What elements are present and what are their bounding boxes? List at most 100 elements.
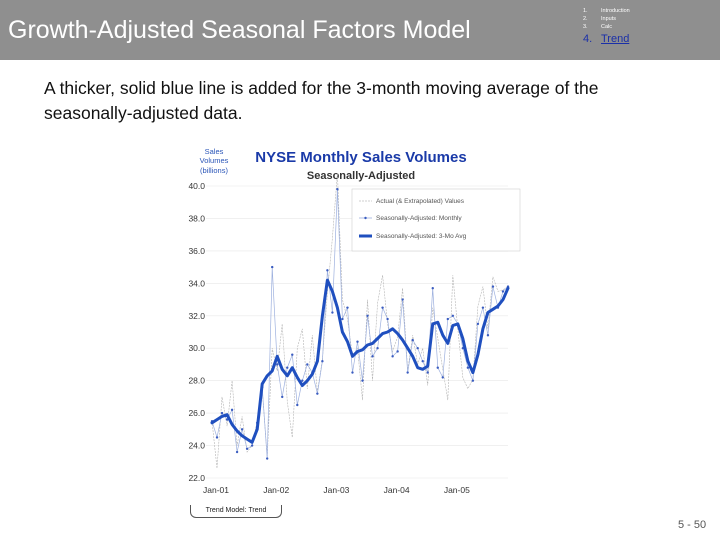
series-point-monthly [411, 338, 414, 342]
series-point-monthly [481, 306, 485, 309]
series-point-monthly [361, 379, 364, 382]
legend-label-monthly: Seasonally-Adjusted: Monthly [376, 215, 462, 222]
nav-number: 2. [583, 16, 588, 22]
series-point-monthly [291, 353, 294, 356]
series-point-monthly [476, 322, 480, 326]
series-point-monthly [326, 269, 329, 272]
nyse-line-chart: Sales Volumes (billions) NYSE Monthly Sa… [186, 143, 526, 505]
series-point-monthly [436, 366, 439, 369]
series-point-monthly [331, 311, 334, 314]
x-tick-label: Jan-04 [384, 485, 410, 495]
series-point-monthly [341, 317, 344, 321]
y-tick-label: 30.0 [188, 343, 205, 353]
series-point-monthly [230, 408, 234, 412]
series-point-monthly [446, 317, 449, 321]
legend-marker-monthly [364, 216, 367, 220]
series-point-monthly [396, 350, 399, 353]
y-tick-label: 24.0 [188, 441, 205, 451]
series-group [210, 172, 510, 469]
nav-item-inputs[interactable]: 2. Inputs [583, 15, 713, 23]
nav-link-trend[interactable]: Trend [601, 33, 630, 45]
series-point-monthly [351, 371, 354, 374]
series-point-monthly [416, 347, 419, 350]
series-point-monthly [356, 340, 359, 343]
series-point-monthly [271, 265, 274, 269]
legend-label-actual: Actual (& Extrapolated) Values [376, 198, 465, 205]
series-point-monthly [426, 371, 429, 374]
series-point-monthly [451, 314, 455, 317]
series-point-monthly [391, 355, 394, 358]
x-tick-label: Jan-03 [323, 485, 349, 495]
series-point-monthly [486, 334, 490, 337]
y-tick-label: 28.0 [188, 376, 205, 386]
x-tick-label: Jan-02 [263, 485, 289, 495]
x-tick-labels: Jan-01 Jan-02 Jan-03 Jan-04 Jan-05 [203, 485, 470, 495]
nav-item-trend[interactable]: 4. Trend [583, 32, 713, 46]
series-point-monthly [431, 287, 434, 290]
section-nav: 1. Introduction 2. Inputs 3. Calc 4. Tre… [583, 7, 713, 46]
y-axis-label-1: Sales [205, 147, 224, 156]
series-point-monthly [306, 363, 309, 366]
nav-item-introduction[interactable]: 1. Introduction [583, 7, 713, 15]
series-point-monthly [281, 395, 284, 399]
series-point-monthly [316, 392, 319, 395]
series-point-monthly [276, 363, 279, 366]
series-point-monthly [491, 285, 495, 288]
nav-label: Introduction [601, 8, 630, 14]
slide-title: Growth-Adjusted Seasonal Factors Model [8, 16, 471, 44]
nav-item-calc[interactable]: 3. Calc [583, 23, 713, 31]
series-point-monthly [240, 428, 244, 431]
series-point-monthly [386, 317, 389, 321]
legend-box [351, 188, 521, 252]
nav-number: 3. [583, 24, 588, 30]
nav-number: 1. [583, 8, 588, 14]
chart-container: Sales Volumes (billions) NYSE Monthly Sa… [186, 143, 526, 505]
series-point-monthly [421, 360, 424, 363]
y-tick-labels: 22.0 24.0 26.0 28.0 30.0 32.0 34.0 36.0 38.0 40.0 [188, 181, 205, 483]
y-tick-label: 34.0 [188, 278, 205, 288]
series-point-monthly [471, 379, 475, 382]
sheet-tab-trend[interactable]: Trend Model: Trend [190, 505, 282, 518]
y-tick-label: 26.0 [188, 408, 205, 418]
series-point-monthly [321, 360, 324, 363]
series-point-monthly [220, 411, 224, 415]
series-point-monthly [406, 371, 409, 374]
nav-label: Inputs [601, 16, 616, 22]
series-point-monthly [296, 403, 299, 407]
y-axis-label-3: (billions) [200, 166, 228, 175]
header-bar: Growth-Adjusted Seasonal Factors Model 1… [0, 0, 720, 60]
slide-caption: A thicker, solid blue line is added for … [44, 78, 599, 123]
y-tick-label: 32.0 [188, 311, 205, 321]
series-point-monthly [250, 444, 254, 447]
page-number: 5 - 50 [678, 519, 707, 531]
series-point-monthly [336, 188, 339, 191]
y-gridlines [206, 185, 508, 479]
y-tick-label: 22.0 [188, 473, 205, 483]
series-line-3mo-avg [210, 278, 510, 444]
series-point-monthly [265, 457, 269, 460]
x-tick-label: Jan-05 [444, 485, 470, 495]
y-tick-label: 40.0 [188, 181, 205, 191]
series-point-monthly [376, 347, 379, 350]
series-point-monthly [501, 290, 505, 293]
y-axis-label-2: Volumes [200, 156, 229, 165]
series-point-monthly [346, 306, 349, 309]
series-point-monthly [245, 447, 249, 450]
series-point-monthly [286, 366, 289, 369]
nav-number: 4. [583, 33, 593, 45]
y-tick-label: 36.0 [188, 246, 205, 256]
chart-subtitle: Seasonally-Adjusted [307, 170, 415, 182]
series-point-monthly [381, 306, 384, 309]
series-point-monthly [235, 450, 239, 454]
legend-label-3mo: Seasonally-Adjusted: 3-Mo Avg [376, 233, 467, 240]
y-tick-label: 38.0 [188, 213, 205, 223]
chart-legend: Actual (& Extrapolated) Values Seasonall… [351, 188, 521, 252]
series-point-monthly [215, 436, 219, 439]
chart-title: NYSE Monthly Sales Volumes [255, 149, 466, 166]
series-point-monthly [401, 298, 404, 301]
series-point-monthly [366, 314, 369, 317]
nav-label: Calc [601, 24, 613, 30]
series-point-monthly [301, 379, 304, 382]
series-point-monthly [441, 376, 444, 379]
x-tick-label: Jan-01 [203, 485, 229, 495]
